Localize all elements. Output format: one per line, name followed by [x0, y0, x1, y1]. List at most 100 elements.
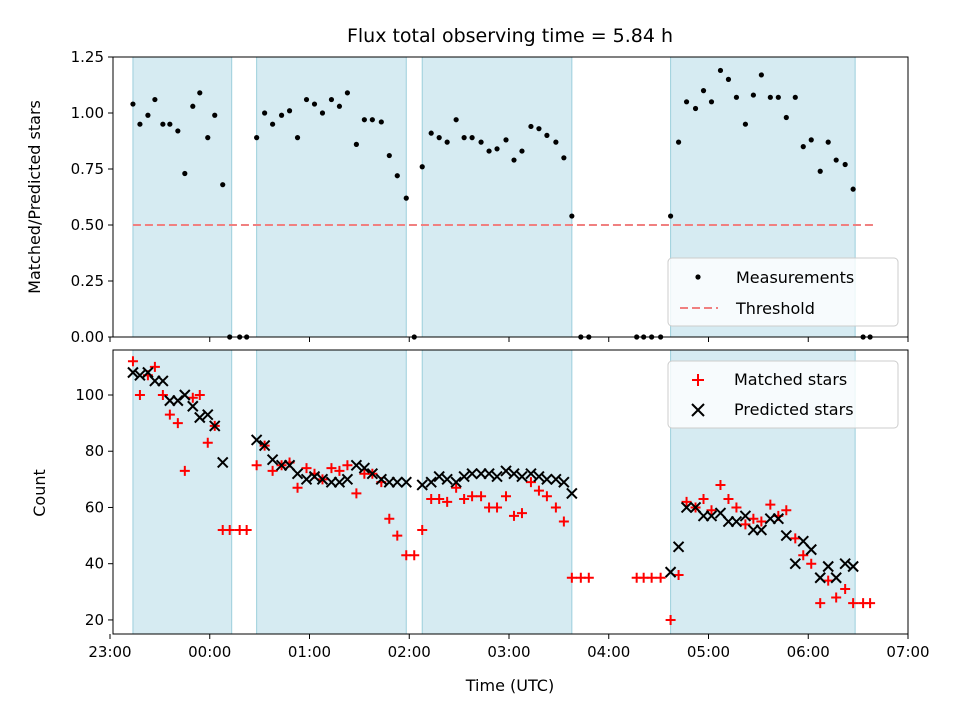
matched-star-marker: [251, 460, 262, 471]
bottom-panel: 20 40 60 80 100 23:00 00:00 01:00 02:00 03:00 04:…: [30, 349, 930, 695]
matched-star-marker: [342, 460, 353, 471]
top-x-ticks: [109, 337, 909, 342]
matched-star-marker: [723, 494, 734, 505]
matched-star-marker: [442, 496, 453, 507]
legend-matched-label: Matched stars: [734, 370, 847, 389]
predicted-star-marker: [291, 468, 304, 480]
measurement-point: [205, 135, 211, 141]
bottom-y-axis-label: Count: [30, 469, 49, 517]
predicted-star-marker: [466, 468, 478, 480]
predicted-star-marker: [194, 411, 206, 424]
matched-star-marker: [409, 550, 420, 561]
predicted-star-marker: [822, 560, 834, 573]
matched-star-marker: [673, 569, 684, 580]
predicted-star-marker: [558, 476, 570, 488]
predicted-star-marker: [250, 434, 263, 446]
bottom-legend-box: [667, 360, 899, 429]
measurements-series: [130, 67, 873, 340]
legend-matched-marker: [692, 374, 704, 386]
y-tick-label: 1.25: [71, 48, 104, 66]
measurement-point: [708, 99, 715, 105]
predicted-star-marker: [705, 510, 718, 522]
predicted-star-marker: [739, 510, 752, 522]
measurement-point: [403, 195, 409, 201]
measurement-point: [503, 137, 509, 143]
measurement-point: [428, 130, 434, 136]
predicted-stars-series: [127, 366, 859, 584]
matched-star-marker: [392, 530, 403, 541]
x-tick-label: 02:00: [388, 643, 431, 661]
y-tick-label: 80: [85, 442, 104, 460]
bottom-y-ticks: 20 40 60 80 100: [75, 386, 113, 629]
predicted-star-marker: [142, 366, 154, 379]
predicted-star-marker: [157, 375, 169, 387]
predicted-star-marker: [789, 557, 801, 570]
measurement-point: [825, 139, 831, 145]
predicted-star-marker: [730, 515, 743, 528]
matched-star-marker: [164, 409, 175, 420]
matched-star-marker: [525, 477, 536, 488]
measurement-point: [303, 96, 310, 103]
predicted-star-marker: [814, 572, 826, 584]
predicted-star-marker: [209, 420, 221, 432]
matched-star-marker: [417, 524, 428, 535]
matched-star-marker: [459, 494, 470, 505]
predicted-star-marker: [441, 473, 453, 486]
matched-star-marker: [865, 598, 876, 609]
measurement-point: [369, 117, 375, 123]
measurement-point: [269, 121, 276, 127]
measurement-point: [775, 94, 781, 100]
measurement-point: [783, 114, 789, 121]
measurement-point: [286, 108, 293, 114]
matched-star-marker: [815, 598, 826, 609]
measurement-point: [808, 137, 814, 143]
matched-star-marker: [476, 491, 487, 502]
matched-star-marker: [241, 524, 252, 535]
measurement-point: [152, 96, 158, 103]
matched-star-marker: [781, 505, 792, 516]
matched-star-marker: [516, 508, 527, 519]
legend-measurements-marker: [695, 274, 701, 280]
measurement-point: [254, 135, 260, 141]
measurement-point: [494, 146, 500, 152]
matched-star-marker: [558, 516, 569, 527]
predicted-star-marker: [483, 468, 495, 480]
matched-star-marker: [384, 513, 395, 524]
measurement-point: [278, 112, 285, 118]
measurement-point: [175, 128, 181, 134]
predicted-star-marker: [541, 473, 553, 486]
measurement-point: [842, 161, 848, 168]
measurement-point: [469, 135, 475, 141]
predicted-star-marker: [350, 459, 363, 471]
measurement-point: [311, 101, 318, 107]
matched-star-marker: [187, 392, 198, 403]
matched-star-marker: [301, 463, 312, 474]
predicted-star-marker: [672, 541, 685, 553]
predicted-star-marker: [333, 476, 346, 488]
measurement-point: [353, 141, 359, 147]
legend-threshold-label: Threshold: [735, 299, 815, 318]
measurement-point: [137, 121, 143, 127]
measurement-point: [197, 90, 203, 96]
matched-star-marker: [492, 502, 503, 513]
predicted-star-marker: [772, 513, 785, 525]
x-tick-label: 04:00: [587, 643, 630, 661]
predicted-star-marker: [805, 543, 817, 556]
predicted-star-marker: [202, 408, 214, 421]
matched-star-marker: [292, 482, 303, 493]
predicted-star-marker: [450, 476, 462, 488]
measurement-point: [850, 186, 856, 192]
measurement-point: [262, 110, 268, 116]
predicted-star-marker: [830, 572, 842, 584]
predicted-star-marker: [316, 473, 329, 486]
matched-star-marker: [681, 496, 692, 507]
x-tick-label: 07:00: [886, 643, 929, 661]
measurement-point: [519, 148, 525, 154]
measurement-point: [683, 99, 690, 105]
bottom-legend: Matched stars Predicted stars: [667, 360, 899, 429]
top-axes-frame: [112, 56, 909, 338]
predicted-star-marker: [187, 400, 199, 412]
measurement-point: [758, 72, 764, 78]
matched-star-marker: [172, 418, 183, 429]
predicted-star-marker: [847, 560, 859, 573]
